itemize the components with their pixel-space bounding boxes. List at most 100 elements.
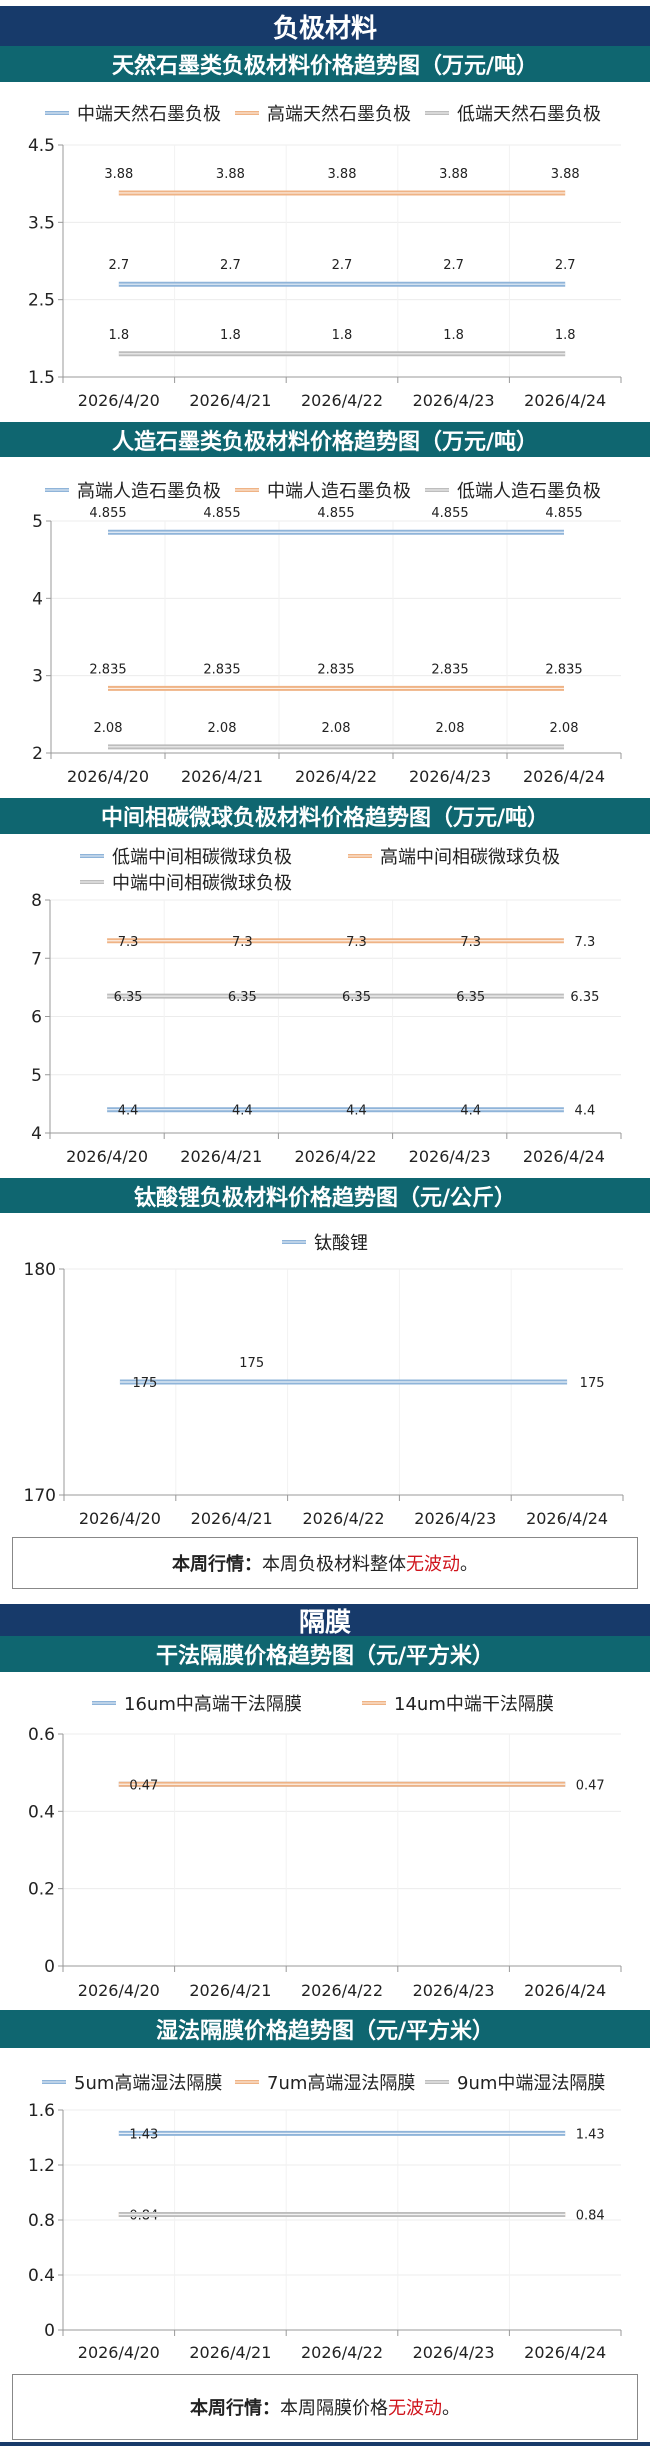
data-label: 175	[132, 1376, 157, 1391]
summary-highlight: 无波动	[388, 2398, 442, 2419]
y-tick-label: 1.5	[28, 368, 55, 388]
y-tick-label: 1.6	[28, 2101, 55, 2121]
x-tick-label: 2026/4/20	[66, 1147, 148, 1166]
legend-label: 低端天然石墨负极	[457, 104, 601, 125]
y-tick-label: 2	[32, 744, 43, 764]
y-tick-label: 2.5	[28, 291, 55, 311]
x-tick-label: 2026/4/21	[181, 767, 263, 786]
y-tick-label: 4	[31, 1124, 42, 1144]
data-label: 175	[239, 1356, 264, 1371]
data-label: 3.88	[216, 167, 245, 182]
data-label: 1.43	[129, 2127, 158, 2142]
summary-end: 。	[460, 1554, 478, 1575]
y-tick-label: 6	[31, 1008, 42, 1028]
data-label: 4.855	[89, 506, 126, 521]
data-label: 3.88	[104, 167, 133, 182]
legend-label: 16um中高端干法隔膜	[124, 1694, 302, 1715]
data-label: 2.835	[89, 662, 126, 677]
data-label: 2.7	[220, 258, 241, 273]
data-label: 4.855	[203, 506, 240, 521]
legend-label: 中端天然石墨负极	[77, 104, 221, 125]
y-tick-label: 3.5	[28, 213, 55, 233]
data-label: 4.4	[232, 1104, 253, 1119]
data-label: 4.4	[575, 1104, 596, 1119]
data-label: 2.7	[443, 258, 464, 273]
y-tick-label: 0	[44, 2321, 55, 2341]
y-tick-label: 8	[31, 891, 42, 911]
data-label: 2.835	[545, 662, 582, 677]
data-label: 6.35	[456, 990, 485, 1005]
data-label: 0.47	[576, 1778, 605, 1793]
legend-label: 14um中端干法隔膜	[394, 1694, 554, 1715]
x-tick-label: 2026/4/22	[301, 1981, 383, 2000]
x-tick-label: 2026/4/22	[294, 1147, 376, 1166]
x-tick-label: 2026/4/22	[301, 391, 383, 410]
legend-label: 钛酸锂	[314, 1233, 368, 1254]
data-label: 7.3	[346, 935, 367, 950]
chart-title-bar: 天然石墨类负极材料价格趋势图（万元/吨）	[0, 46, 650, 82]
y-tick-label: 180	[24, 1260, 56, 1280]
y-tick-label: 0.4	[28, 1802, 55, 1822]
footer-bar	[0, 2442, 650, 2446]
x-tick-label: 2026/4/24	[523, 767, 605, 786]
y-tick-label: 7	[31, 949, 42, 969]
summary-text: 本周隔膜价格	[280, 2398, 388, 2419]
legend-label: 低端人造石墨负极	[457, 481, 601, 502]
x-tick-label: 2026/4/23	[409, 1147, 491, 1166]
summary-text: 本周负极材料整体	[262, 1554, 406, 1575]
data-label: 3.88	[439, 167, 468, 182]
data-label: 0.84	[129, 2209, 158, 2224]
x-tick-label: 2026/4/21	[189, 391, 271, 410]
summary-highlight: 无波动	[406, 1554, 460, 1575]
data-label: 3.88	[551, 167, 580, 182]
x-tick-label: 2026/4/20	[79, 1509, 161, 1528]
data-label: 2.7	[332, 258, 353, 273]
x-tick-label: 2026/4/22	[302, 1509, 384, 1528]
data-label: 1.8	[443, 328, 464, 343]
data-label: 4.4	[460, 1104, 481, 1119]
x-tick-label: 2026/4/21	[189, 2343, 271, 2362]
y-tick-label: 170	[24, 1486, 56, 1506]
data-label: 2.835	[431, 662, 468, 677]
section-title: 隔膜	[298, 1607, 351, 1638]
data-label: 7.3	[232, 935, 253, 950]
data-label: 2.08	[208, 721, 237, 736]
chart-title: 人造石墨类负极材料价格趋势图（万元/吨）	[111, 429, 539, 455]
x-tick-label: 2026/4/22	[295, 767, 377, 786]
legend-label: 7um高端湿法隔膜	[267, 2073, 415, 2094]
data-label: 4.855	[431, 506, 468, 521]
weekly-summary-separator: 本周行情： 本周隔膜价格 无波动。	[12, 2374, 638, 2440]
chart-title-bar: 湿法隔膜价格趋势图（元/平方米）	[0, 2010, 650, 2048]
data-label: 175	[580, 1376, 605, 1391]
x-tick-label: 2026/4/23	[413, 1981, 495, 2000]
data-label: 0.47	[129, 1778, 158, 1793]
x-tick-label: 2026/4/23	[414, 1509, 496, 1528]
y-tick-label: 0.6	[28, 1725, 55, 1745]
data-label: 2.835	[317, 662, 354, 677]
data-label: 7.3	[575, 935, 596, 950]
chart-title: 钛酸锂负极材料价格趋势图（元/公斤）	[133, 1185, 517, 1211]
legend-label: 9um中端湿法隔膜	[457, 2073, 605, 2094]
x-tick-label: 2026/4/20	[78, 1981, 160, 2000]
data-label: 4.855	[317, 506, 354, 521]
data-label: 4.4	[118, 1104, 139, 1119]
data-label: 1.8	[220, 328, 241, 343]
y-tick-label: 0	[44, 1957, 55, 1977]
y-tick-label: 1.2	[28, 2156, 55, 2176]
data-label: 3.88	[328, 167, 357, 182]
data-label: 6.35	[114, 990, 143, 1005]
legend-label: 高端中间相碳微球负极	[380, 847, 560, 868]
data-label: 2.08	[436, 721, 465, 736]
summary-end: 。	[442, 2398, 460, 2419]
chart-title: 干法隔膜价格趋势图（元/平方米）	[155, 1644, 495, 1669]
x-tick-label: 2026/4/20	[67, 767, 149, 786]
legend-label: 高端天然石墨负极	[267, 104, 411, 125]
legend-label: 中端中间相碳微球负极	[112, 873, 292, 894]
legend-label: 中端人造石墨负极	[267, 481, 411, 502]
data-label: 2.08	[322, 721, 351, 736]
chart-title-bar: 干法隔膜价格趋势图（元/平方米）	[0, 1636, 650, 1672]
legend-label: 低端中间相碳微球负极	[112, 847, 292, 868]
